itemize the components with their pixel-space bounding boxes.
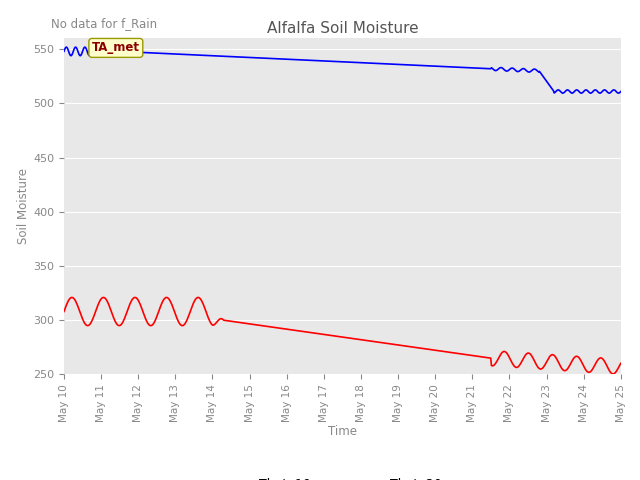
Legend: Theta10cm, Theta20cm: Theta10cm, Theta20cm [219, 473, 466, 480]
Y-axis label: Soil Moisture: Soil Moisture [17, 168, 30, 244]
Text: No data for f_Rain: No data for f_Rain [51, 17, 157, 30]
Text: TA_met: TA_met [92, 41, 140, 54]
X-axis label: Time: Time [328, 425, 357, 438]
Title: Alfalfa Soil Moisture: Alfalfa Soil Moisture [267, 21, 418, 36]
